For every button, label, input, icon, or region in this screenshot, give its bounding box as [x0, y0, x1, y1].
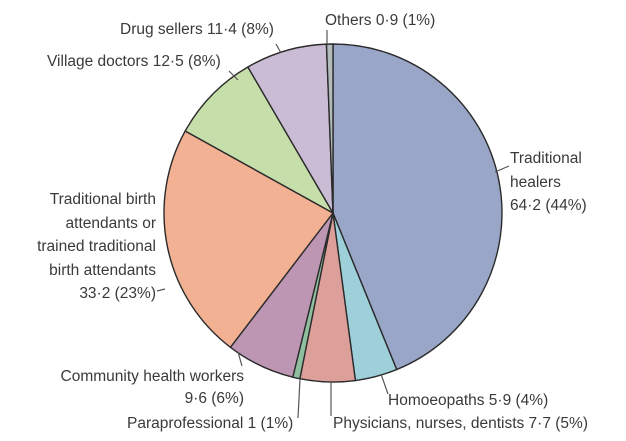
label-line: Others 0·9 (1%) [325, 12, 436, 29]
label-village-doctors: Village doctors 12·5 (8%) [47, 50, 221, 74]
label-line: Homoeopaths 5·9 (4%) [388, 392, 549, 409]
label-line: trained traditional [37, 238, 156, 255]
label-homoeopaths: Homoeopaths 5·9 (4%) [388, 389, 548, 413]
pie-slice-village-doctors [184, 66, 334, 214]
leader-drug-sellers [275, 43, 282, 54]
leader-community-health-workers [237, 351, 243, 367]
label-physicians: Physicians, nurses, dentists 7·7 (5%) [333, 412, 588, 436]
leader-village-doctors [228, 70, 239, 81]
label-line: attendants or [65, 214, 156, 232]
label-line: healers [510, 173, 561, 191]
label-line: Community health workers [60, 368, 244, 385]
label-line: Physicians, nurses, dentists 7·7 (5%) [333, 415, 588, 432]
label-line: Traditional [510, 150, 582, 167]
leader-homoeopaths [380, 373, 389, 395]
label-traditional-birth-attendants: Traditional birth attendants or trained … [37, 188, 156, 306]
label-community-health-workers: Community health workers 9·6 (6%) [61, 366, 244, 410]
label-line: Paraprofessional 1 (1%) [127, 415, 294, 432]
leader-traditional-healers [494, 165, 510, 173]
label-line: Traditional birth [49, 191, 156, 208]
pie-slice-traditional-healers [332, 43, 503, 371]
label-traditional-healers: Traditional healers 64·2 (44%) [510, 147, 587, 218]
label-line: Drug sellers 11·4 (8%) [120, 21, 274, 38]
leader-traditional-birth-attendants [156, 288, 166, 292]
leader-paraprofessional [297, 378, 301, 419]
label-others: Others 0·9 (1%) [325, 9, 435, 33]
label-line: birth attendants [49, 261, 156, 279]
label-paraprofessional: Paraprofessional 1 (1%) [127, 412, 293, 436]
label-line: 9·6 (6%) [184, 390, 244, 407]
label-line: Village doctors 12·5 (8%) [47, 53, 221, 70]
label-drug-sellers: Drug sellers 11·4 (8%) [120, 18, 274, 42]
pie-slice-traditional-birth-attendants-or-trained-traditional-birth-attendants [163, 130, 334, 348]
pie-slice-others [325, 43, 334, 214]
label-line: 33·2 (23%) [79, 285, 156, 302]
label-line: 64·2 (44%) [510, 197, 587, 214]
